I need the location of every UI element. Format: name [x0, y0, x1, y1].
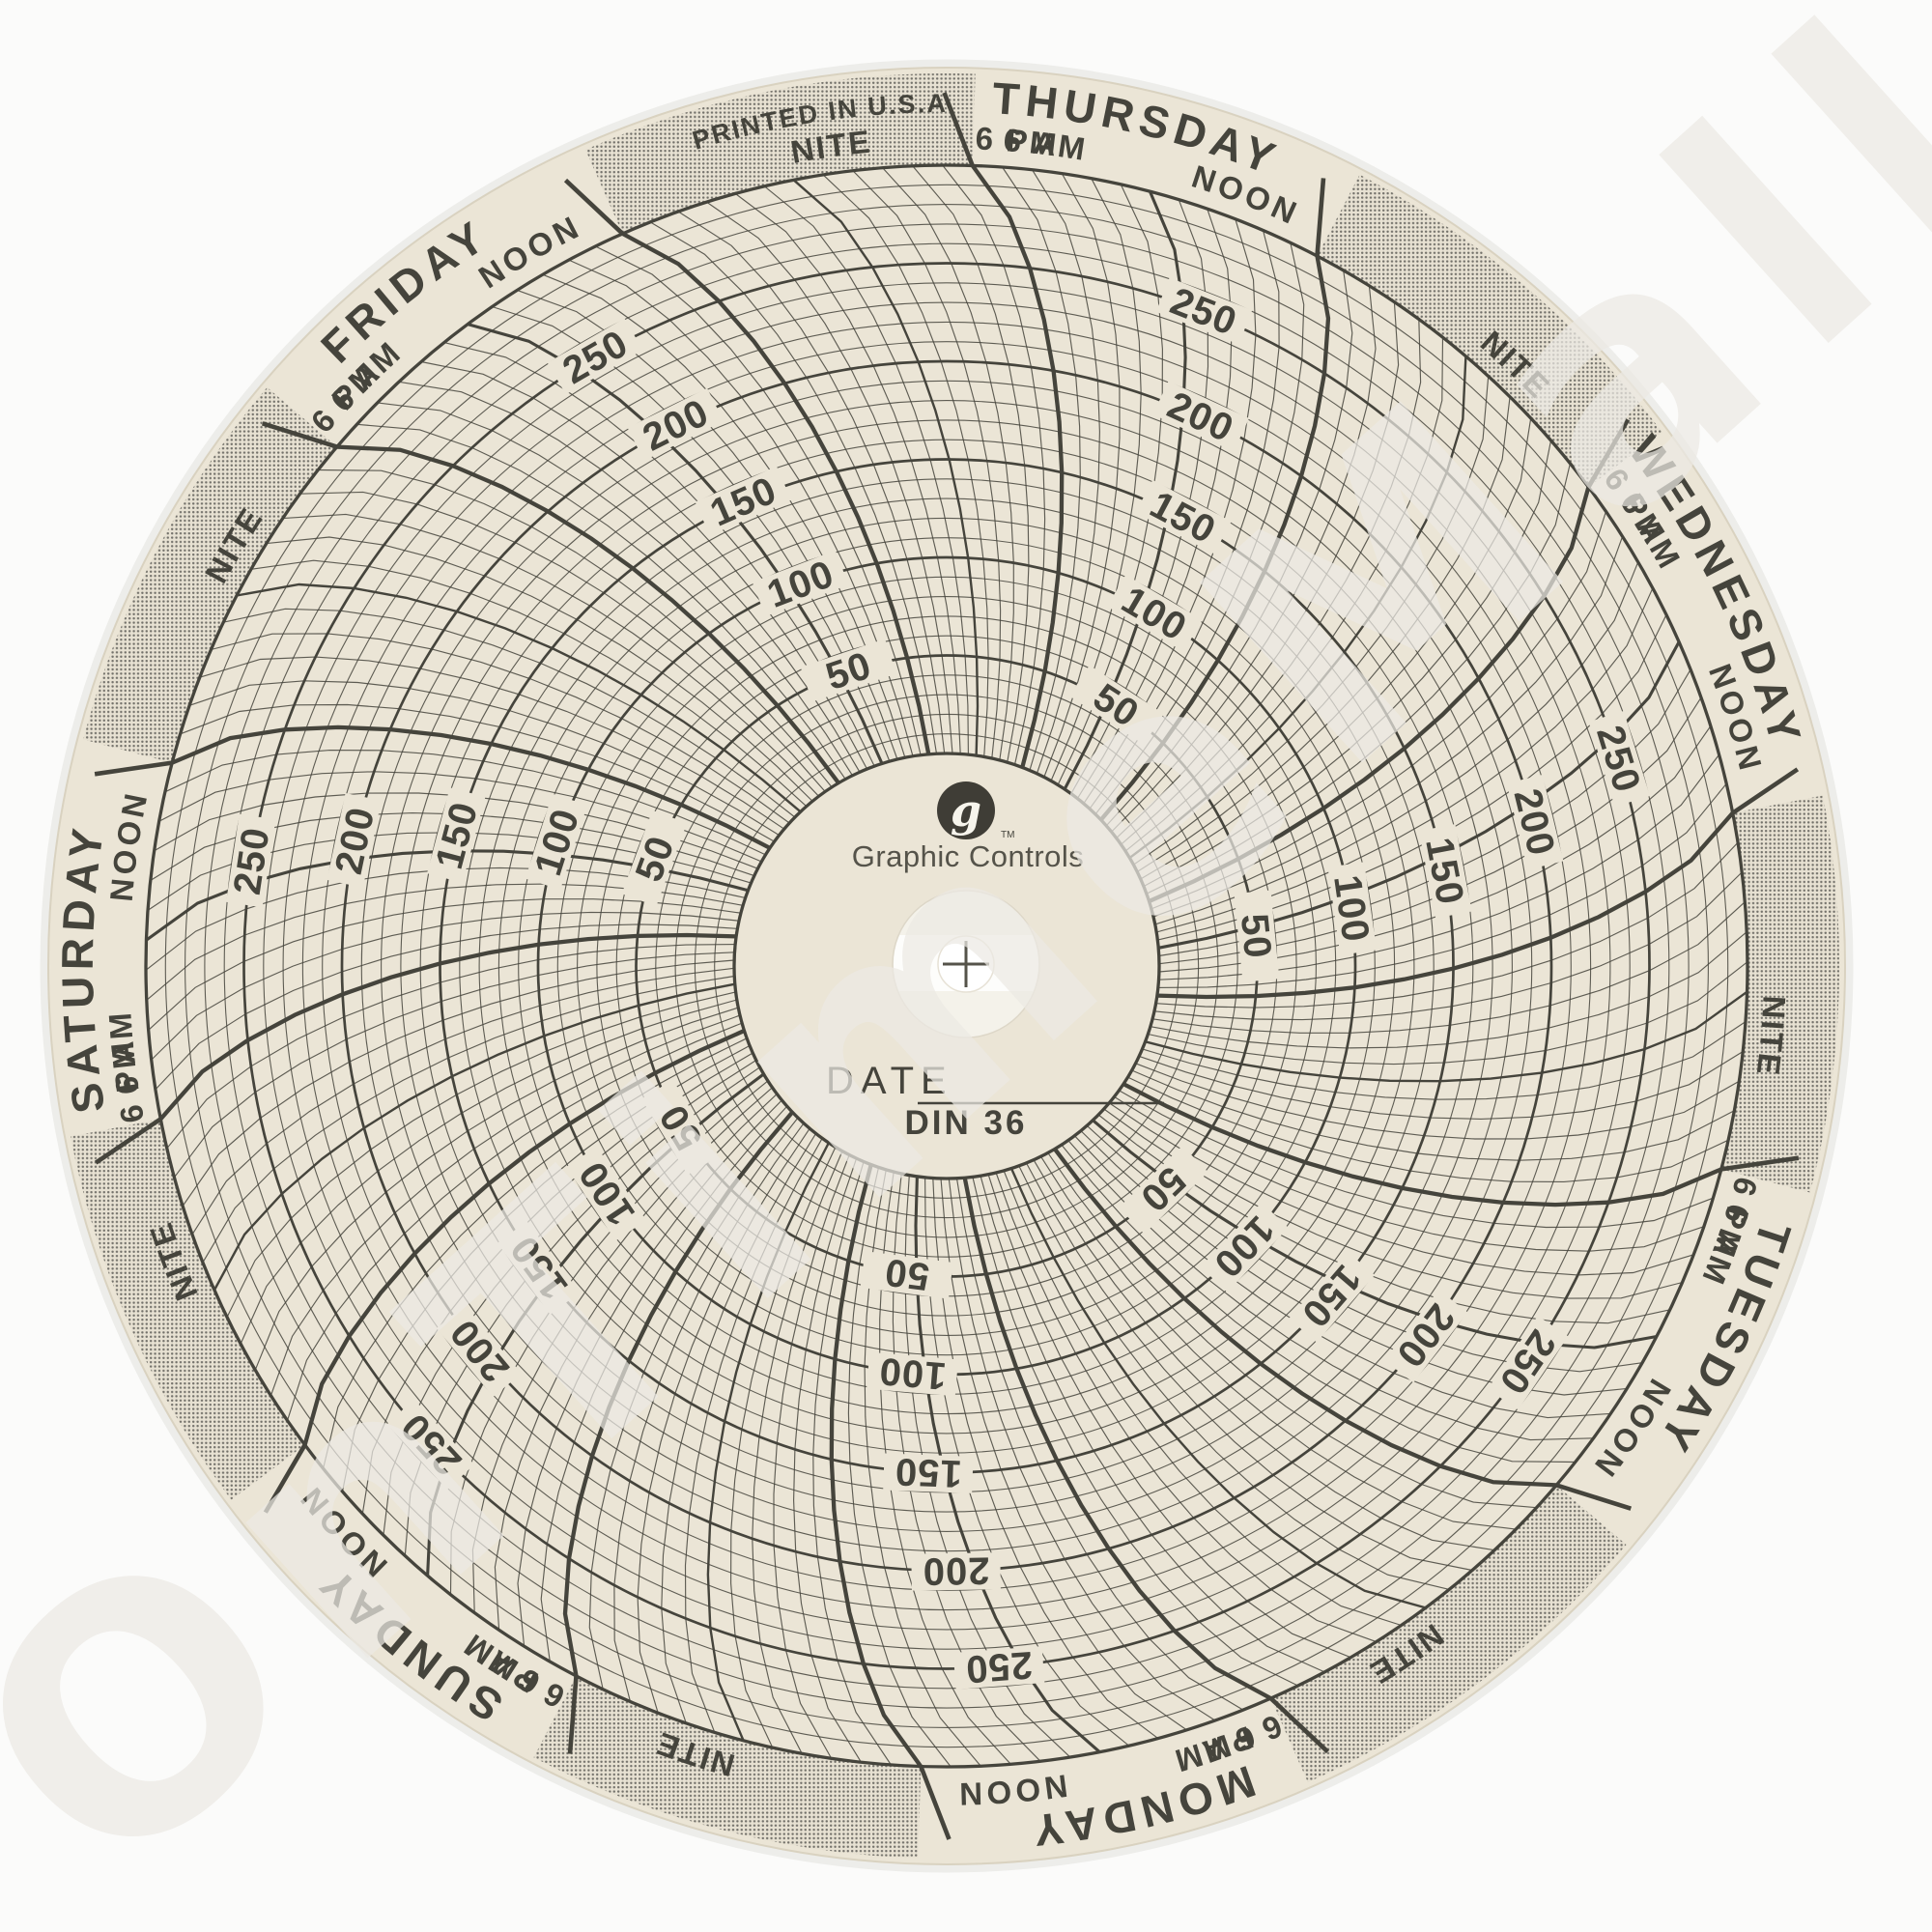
- svg-text:100: 100: [1325, 872, 1377, 945]
- svg-text:TM: TM: [1001, 830, 1014, 840]
- scale-label: 250: [952, 1643, 1045, 1690]
- six-am-label: 6 AM: [101, 1009, 146, 1096]
- date-label: DATE: [826, 1060, 953, 1102]
- svg-text:g: g: [951, 784, 981, 837]
- day-name-label: SATURDAY: [52, 820, 115, 1117]
- svg-text:50: 50: [1233, 912, 1279, 961]
- svg-text:100: 100: [877, 1350, 948, 1398]
- scale-label: 250: [1588, 711, 1650, 808]
- scale-label: 200: [627, 387, 724, 461]
- scale-value-labels: 5010015020025050100150200250501001502002…: [226, 277, 1650, 1690]
- six-pm-label: 6 PM: [975, 120, 1061, 162]
- center-hub: [892, 890, 1040, 1038]
- svg-text:250: 250: [226, 824, 278, 897]
- svg-text:150: 150: [894, 1450, 962, 1495]
- svg-text:250: 250: [964, 1643, 1035, 1690]
- svg-text:200: 200: [922, 1548, 989, 1592]
- scale-label: 50: [1119, 1146, 1208, 1235]
- scale-label: 100: [1325, 862, 1377, 955]
- graphic-controls-logo-icon: [937, 781, 995, 839]
- scale-label: 50: [860, 1250, 953, 1299]
- scale-label: 100: [867, 1350, 958, 1398]
- brand-name: Graphic Controls: [852, 839, 1085, 873]
- night-shading-wedges: [71, 73, 1840, 1859]
- model-label: DIN 36: [905, 1104, 1028, 1142]
- scale-label: 50: [1233, 890, 1280, 982]
- scale-label: 250: [226, 813, 278, 908]
- scale-label: 50: [641, 1079, 720, 1176]
- scale-label: 100: [1200, 1202, 1289, 1293]
- nite-label: NITE: [1750, 995, 1793, 1079]
- svg-text:50: 50: [882, 1250, 932, 1298]
- scale-label: 200: [911, 1548, 1001, 1592]
- scale-label: 150: [883, 1450, 974, 1495]
